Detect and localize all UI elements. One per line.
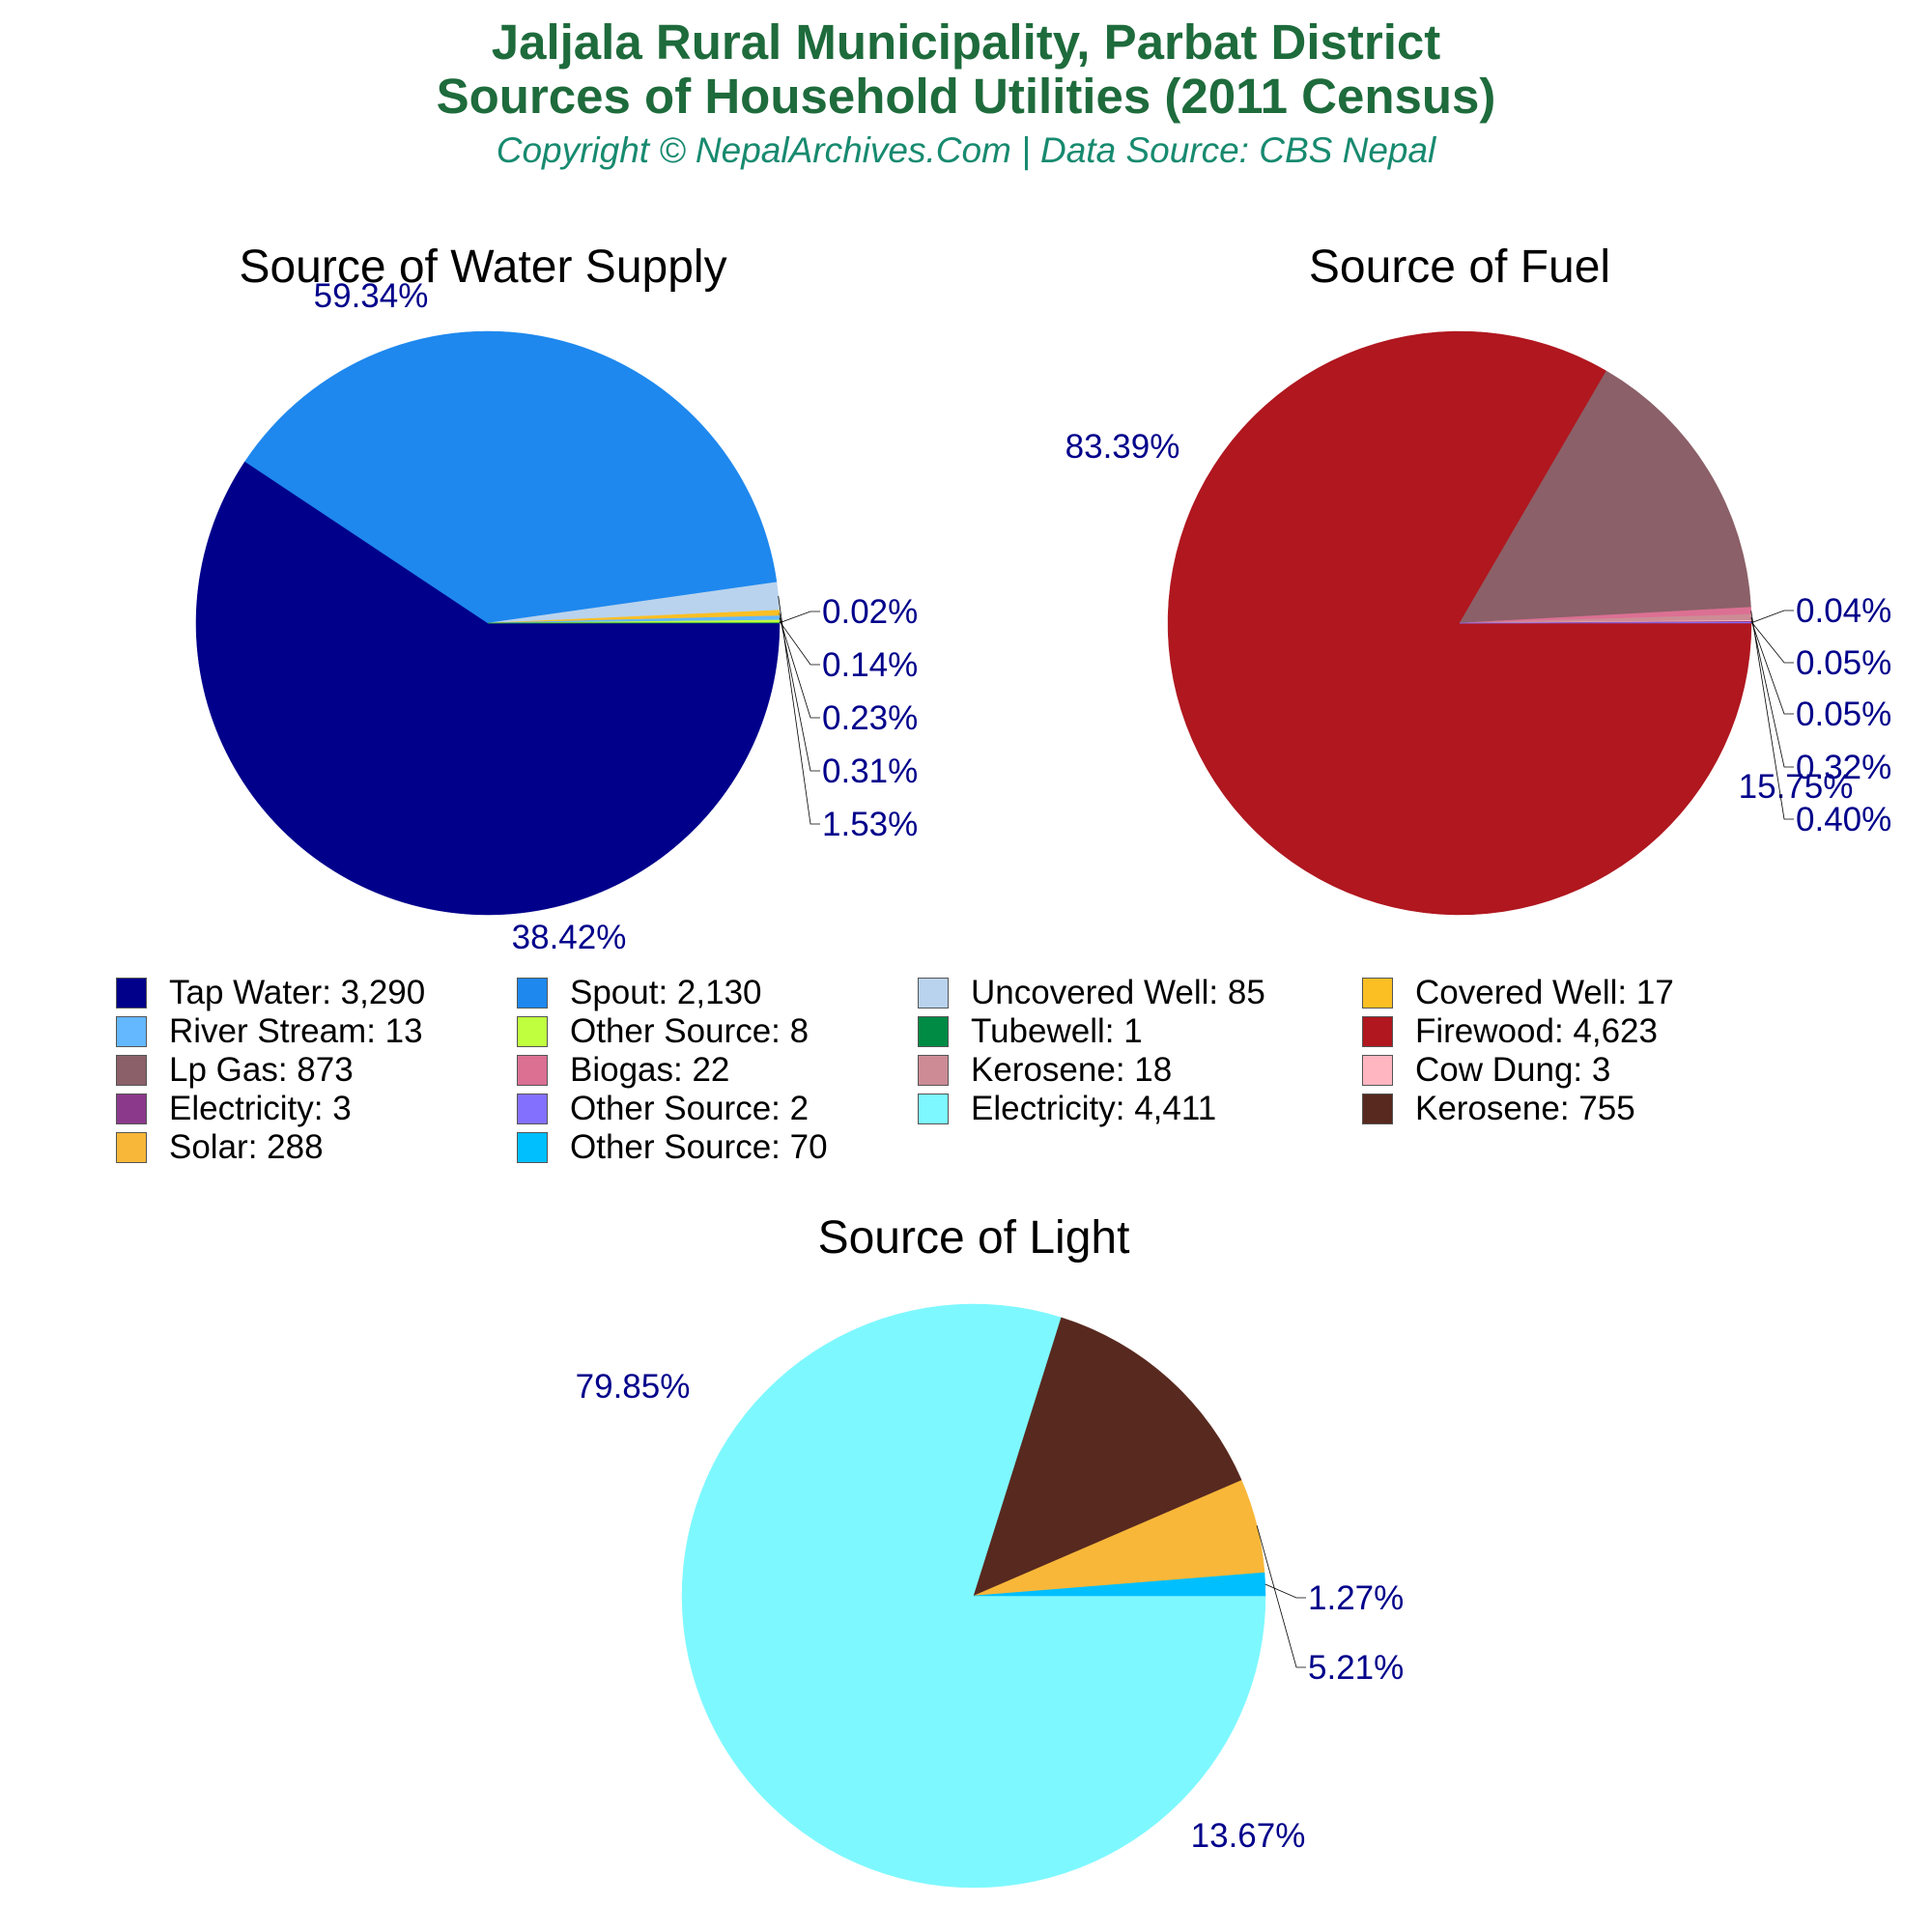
- legend-item: Other Source: 70: [517, 1128, 828, 1167]
- legend-swatch: [918, 1055, 949, 1086]
- chart-subtitle: Copyright © NepalArchives.Com | Data Sou…: [496, 130, 1436, 170]
- legend-item: Kerosene: 18: [918, 1051, 1172, 1090]
- legend-label: Solar: 288: [169, 1128, 324, 1166]
- leader-line: [1750, 617, 1794, 768]
- legend-swatch: [918, 978, 949, 1009]
- legend-label: Firewood: 4,623: [1415, 1012, 1658, 1050]
- pie-slice-tap-water: [195, 461, 781, 916]
- legend-swatch: [116, 1016, 147, 1047]
- pct-label-kerosene: 0.32%: [1796, 749, 1891, 786]
- legend-label: Kerosene: 755: [1415, 1090, 1635, 1127]
- legend-swatch: [1362, 1016, 1393, 1047]
- chart-title-line-1: Jaljala Rural Municipality, Parbat Distr…: [491, 14, 1441, 70]
- chart-title-line-2: Sources of Household Utilities (2011 Cen…: [436, 69, 1496, 124]
- legend-item: Other Source: 8: [517, 1012, 809, 1051]
- pie-slice-spout: [244, 330, 778, 624]
- source-of-water-supply-title: Source of Water Supply: [239, 242, 726, 293]
- pct-label-firewood: 83.39%: [1065, 428, 1180, 466]
- legend-label: Other Source: 70: [570, 1128, 828, 1166]
- pct-label-other-source: 1.27%: [1308, 1579, 1404, 1617]
- legend-item: Electricity: 3: [116, 1090, 352, 1128]
- pct-label-uncovered-well: 1.53%: [822, 806, 918, 843]
- legend-swatch: [517, 1132, 548, 1163]
- pct-label-other-source: 0.04%: [1796, 592, 1891, 630]
- leader-line: [778, 596, 820, 825]
- legend-item: Firewood: 4,623: [1362, 1012, 1658, 1051]
- legend-swatch: [1362, 978, 1393, 1009]
- leader-line: [779, 617, 820, 719]
- legend-swatch: [517, 1094, 548, 1124]
- legend-swatch: [918, 1094, 949, 1124]
- legend-swatch: [116, 1055, 147, 1086]
- legend-swatch: [1362, 1094, 1393, 1124]
- legend-label: River Stream: 13: [169, 1012, 423, 1050]
- leader-line: [1750, 621, 1794, 664]
- pct-label-other-source: 0.14%: [822, 646, 918, 684]
- leader-line: [779, 611, 820, 624]
- source-of-fuel-pie: Source of Fuel 83.39% 15.75%0.40% 0.32% 0.05…: [1065, 242, 1891, 916]
- legend-label: Other Source: 8: [570, 1012, 810, 1050]
- pct-label-spout: 38.42%: [512, 919, 627, 956]
- pie-slice-lp-gas: [1459, 370, 1751, 624]
- legend-swatch: [517, 978, 548, 1009]
- pie-slice-kerosene: [973, 1317, 1242, 1597]
- pct-label-lp-gas: 15.75%: [1739, 768, 1854, 806]
- legend-label: Other Source: 2: [570, 1090, 810, 1127]
- legend-label: Electricity: 4,411: [971, 1090, 1217, 1127]
- legend-item: Kerosene: 755: [1362, 1090, 1635, 1128]
- legend-swatch: [517, 1016, 548, 1047]
- legend-swatch: [517, 1055, 548, 1086]
- legend-item: Tap Water: 3,290: [116, 974, 425, 1012]
- legend-item: Other Source: 2: [517, 1090, 809, 1128]
- legend-swatch: [918, 1016, 949, 1047]
- legend-item: Spout: 2,130: [517, 974, 762, 1012]
- pct-label-river-stream: 0.23%: [822, 699, 918, 737]
- legend-item: Electricity: 4,411: [918, 1090, 1216, 1128]
- leader-line: [779, 621, 820, 666]
- leader-line: [1750, 611, 1794, 820]
- pct-label-tap-water: 59.34%: [314, 277, 429, 315]
- legend-label: Spout: 2,130: [570, 974, 762, 1011]
- legend-label: Lp Gas: 873: [169, 1051, 354, 1089]
- leader-line: [1256, 1525, 1306, 1668]
- legend-item: Lp Gas: 873: [116, 1051, 354, 1090]
- legend-item: Tubewell: 1: [918, 1012, 1143, 1051]
- pct-label-covered-well: 0.31%: [822, 753, 918, 790]
- source-of-light-pie: Source of Light 79.85% 13.67% 5.21% 1.27%: [576, 1212, 1404, 1889]
- legend-label: Covered Well: 17: [1415, 974, 1674, 1011]
- pct-label-cow-dung: 0.05%: [1796, 696, 1891, 733]
- leader-line: [779, 612, 820, 772]
- legend-item: River Stream: 13: [116, 1012, 423, 1051]
- legend-label: Tubewell: 1: [971, 1012, 1143, 1050]
- legend-label: Tap Water: 3,290: [169, 974, 426, 1011]
- legend-item: Covered Well: 17: [1362, 974, 1674, 1012]
- pct-label-electricity: 0.05%: [1796, 644, 1891, 682]
- legend-label: Cow Dung: 3: [1415, 1051, 1611, 1089]
- legend-item: Uncovered Well: 85: [918, 974, 1265, 1012]
- pie-slice-other-source: [973, 1572, 1266, 1597]
- pct-label-kerosene: 13.67%: [1191, 1817, 1306, 1855]
- legend-label: Uncovered Well: 85: [971, 974, 1265, 1011]
- legend-swatch: [1362, 1055, 1393, 1086]
- pct-label-electricity: 79.85%: [576, 1368, 691, 1406]
- legend-item: Biogas: 22: [517, 1051, 729, 1090]
- legend-swatch: [116, 1132, 147, 1163]
- legend-label: Biogas: 22: [570, 1051, 730, 1089]
- leader-line: [1264, 1583, 1306, 1599]
- source-of-light-title: Source of Light: [818, 1212, 1130, 1264]
- pct-label-solar: 5.21%: [1308, 1649, 1404, 1687]
- leader-line: [1750, 610, 1794, 624]
- legend-item: Cow Dung: 3: [1362, 1051, 1610, 1090]
- pct-label-tubewell: 0.02%: [822, 593, 918, 631]
- leader-line: [1750, 620, 1794, 715]
- source-of-fuel-title: Source of Fuel: [1309, 242, 1610, 293]
- legend-label: Electricity: 3: [169, 1090, 352, 1127]
- pct-label-biogas: 0.40%: [1796, 801, 1891, 838]
- legend-swatch: [116, 978, 147, 1009]
- legend-label: Kerosene: 18: [971, 1051, 1173, 1089]
- legend-item: Solar: 288: [116, 1128, 324, 1167]
- legend-swatch: [116, 1094, 147, 1124]
